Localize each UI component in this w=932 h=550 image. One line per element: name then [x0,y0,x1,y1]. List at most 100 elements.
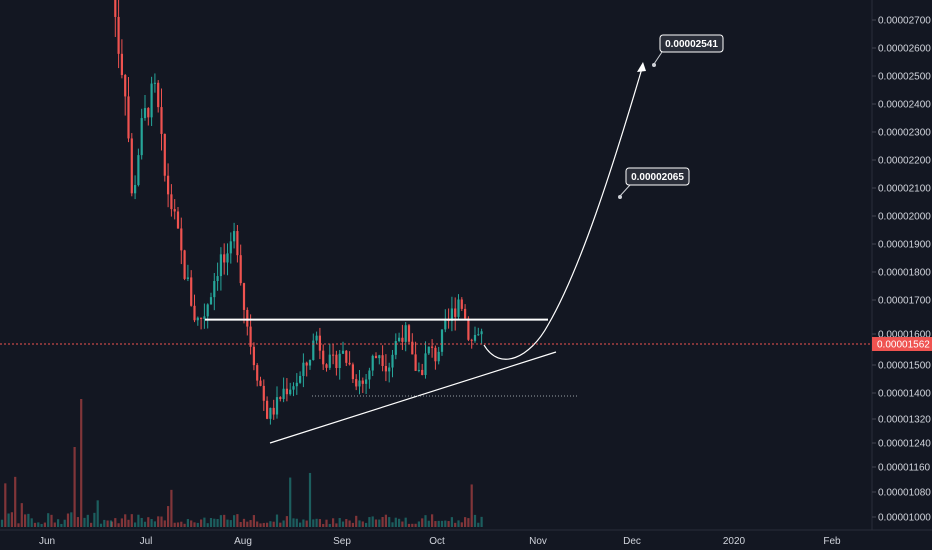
price-tick-label: 0.00001600 [878,330,931,341]
price-axis[interactable]: 0.00002700 0.00002600 0.00002500 0.00002400… [871,0,931,530]
price-tick-label: 0.00001700 [878,296,931,307]
candle-body [249,326,252,347]
target-callout-high[interactable]: 0.00002541 [652,34,724,67]
volume-bar [223,514,226,527]
candle-body [374,355,378,359]
time-axis[interactable]: Jun Jul Aug Sep Oct Nov Dec 2020 Feb [0,529,932,547]
volume-bar [450,517,453,527]
volume-bar [127,519,130,527]
volume-bar [437,520,440,527]
candle-body [404,325,407,342]
candle-body [384,366,387,372]
candle-body [325,364,328,368]
price-tick-label: 0.00002300 [878,128,931,139]
volume-bar [140,517,143,527]
volume-bar [83,517,86,527]
volume-bar [315,518,318,527]
volume-bar [53,522,56,527]
candle-body [388,367,391,372]
volume-bar [213,518,216,527]
time-tick-label: Nov [529,536,547,547]
volume-bar [249,520,252,527]
candle-body [361,380,364,384]
time-tick-label: Feb [823,536,841,547]
volume-bar [374,519,378,527]
candle-body [315,335,318,341]
volume-bar [124,514,127,527]
volume-bar [279,522,282,527]
volume-bar [388,517,391,527]
volume-bar [414,523,417,527]
candle-body [434,347,437,362]
candle-body [285,388,288,395]
candle-body [368,370,371,380]
volume-bar [246,521,249,527]
candle-body [216,276,219,282]
candle-body [444,319,447,330]
projection-arrowhead [637,62,646,72]
volume-bar [381,516,384,527]
volume-bar [163,520,166,527]
volume-bar [355,515,358,527]
candle-body [272,407,275,415]
candle-body [440,329,444,352]
volume-bar [299,522,302,527]
volume-bar [371,516,374,527]
volume-bar [216,519,219,527]
volume-bar [391,522,394,527]
volume-bars [0,399,483,527]
volume-bar [358,520,361,527]
volume-bar [143,521,147,527]
candle-body [127,96,130,139]
candle-body [259,380,262,386]
volume-bar [424,515,427,527]
candle-body [130,138,133,194]
candle-body [299,375,302,383]
candle-body [312,340,315,360]
candle-body [262,385,265,401]
volume-bar [262,522,265,527]
volume-bar [157,516,160,527]
candle-body [424,353,427,375]
volume-bar [345,519,348,527]
volume-bar [47,513,50,527]
volume-bar [60,523,63,527]
volume-bar [289,477,292,527]
volume-bar [328,523,331,527]
volume-bar [73,447,76,527]
candle-body [470,339,473,341]
candle-body [289,389,292,395]
volume-bar [384,514,387,527]
volume-bar [134,522,137,527]
candle-body [246,309,249,327]
candle-body [229,241,232,254]
volume-bar [318,519,321,527]
candle-body [437,351,440,362]
time-tick-label: Dec [623,536,641,547]
candle-body [193,305,196,321]
volume-bar [80,399,83,527]
volume-bar [183,523,186,527]
volume-bar [37,522,40,527]
candle-body [341,350,345,354]
candle-body [206,304,209,317]
candle-body [137,155,140,186]
volume-bar [427,520,430,527]
candle-body [411,341,414,355]
candle-body [196,317,199,321]
candle-body [239,255,242,284]
candle-body [351,364,354,380]
candle-body [200,317,203,320]
volume-bar [20,503,23,527]
volume-bar [233,515,236,527]
volume-bar [335,523,338,527]
volume-bar [394,517,397,527]
candle-body [176,211,180,229]
volume-bar [259,523,262,527]
candle-body [477,334,480,336]
price-tick-label: 0.00001240 [878,439,931,450]
volume-bar [365,522,368,527]
candlesticks [114,0,483,425]
target-callout-mid[interactable]: 0.00002065 [618,167,690,199]
